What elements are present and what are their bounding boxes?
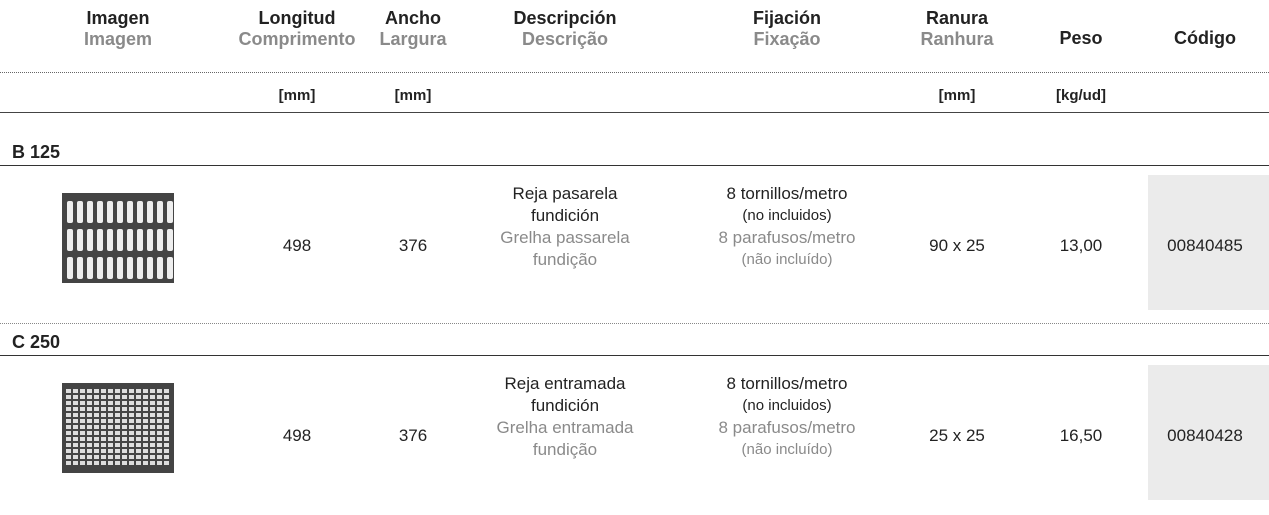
column-header: Descripción Descrição xyxy=(470,8,660,50)
fixing: 8 tornillos/metro (no incluidos) 8 parafus… xyxy=(692,373,882,461)
fix-es: 8 tornillos/metro xyxy=(726,184,848,203)
column-header: Imagen Imagem xyxy=(43,8,193,50)
cell-length: 498 xyxy=(282,236,312,255)
header-es: Imagen xyxy=(86,8,150,28)
fix-pt-note: (não incluído) xyxy=(741,441,833,458)
cell-weight: 16,50 xyxy=(1059,426,1103,445)
description: Reja entramada fundición Grelha entramada… xyxy=(485,373,645,461)
fix-es-note: (no incluidos) xyxy=(742,207,832,224)
desc-pt: Grelha entramada fundição xyxy=(496,418,634,459)
header-es: Longitud xyxy=(258,8,336,28)
header-pt: Largura xyxy=(379,29,447,49)
desc-es: Reja pasarela fundición xyxy=(512,184,618,225)
header-rule xyxy=(0,72,1269,73)
unit: [mm] xyxy=(938,87,976,104)
cell-width: 376 xyxy=(398,236,428,255)
row-rule xyxy=(0,323,1269,324)
header-pt: Fixação xyxy=(753,29,821,49)
section-rule xyxy=(0,165,1269,166)
fix-pt-note: (não incluído) xyxy=(741,251,833,268)
header-pt: Ranhura xyxy=(920,29,994,49)
fix-pt: 8 parafusos/metro xyxy=(718,228,856,247)
header-es: Código xyxy=(1174,28,1236,48)
fix-pt: 8 parafusos/metro xyxy=(718,418,856,437)
product-image xyxy=(62,193,174,283)
cell-length: 498 xyxy=(282,426,312,445)
header-pt: Comprimento xyxy=(238,29,356,49)
header-es: Ranura xyxy=(925,8,988,28)
header-es: Ancho xyxy=(385,8,441,28)
header-pt: Descrição xyxy=(521,29,609,49)
cell-slot: 25 x 25 xyxy=(929,426,985,445)
column-header: Ancho Largura xyxy=(368,8,458,50)
cell-code: 00840485 xyxy=(1167,236,1243,255)
code-bg xyxy=(1148,175,1269,310)
fix-es: 8 tornillos/metro xyxy=(726,374,848,393)
column-header: Longitud Comprimento xyxy=(222,8,372,50)
unit: [mm] xyxy=(394,87,432,104)
section-rule xyxy=(0,355,1269,356)
desc-es: Reja entramada fundición xyxy=(504,374,626,415)
header-es: Peso xyxy=(1059,28,1103,48)
header-pt: Imagem xyxy=(83,29,153,49)
column-header: Peso xyxy=(1036,28,1126,49)
description: Reja pasarela fundición Grelha passarela … xyxy=(485,183,645,271)
fixing: 8 tornillos/metro (no incluidos) 8 parafus… xyxy=(692,183,882,271)
desc-pt: Grelha passarela fundição xyxy=(500,228,630,269)
section-label: B 125 xyxy=(12,142,61,162)
cell-width: 376 xyxy=(398,426,428,445)
cell-code: 00840428 xyxy=(1167,426,1243,445)
column-header: Código xyxy=(1150,28,1260,49)
unit: [mm] xyxy=(278,87,316,104)
cell-slot: 90 x 25 xyxy=(929,236,985,255)
header-es: Fijación xyxy=(752,8,821,28)
header-es: Descripción xyxy=(513,8,617,28)
column-header: Ranura Ranhura xyxy=(902,8,1012,50)
section-label: C 250 xyxy=(12,332,61,352)
column-header: Fijación Fixação xyxy=(692,8,882,50)
code-bg xyxy=(1148,365,1269,500)
units-rule xyxy=(0,112,1269,113)
cell-weight: 13,00 xyxy=(1059,236,1103,255)
fix-es-note: (no incluidos) xyxy=(742,397,832,414)
product-image xyxy=(62,383,174,473)
unit: [kg/ud] xyxy=(1056,87,1106,104)
